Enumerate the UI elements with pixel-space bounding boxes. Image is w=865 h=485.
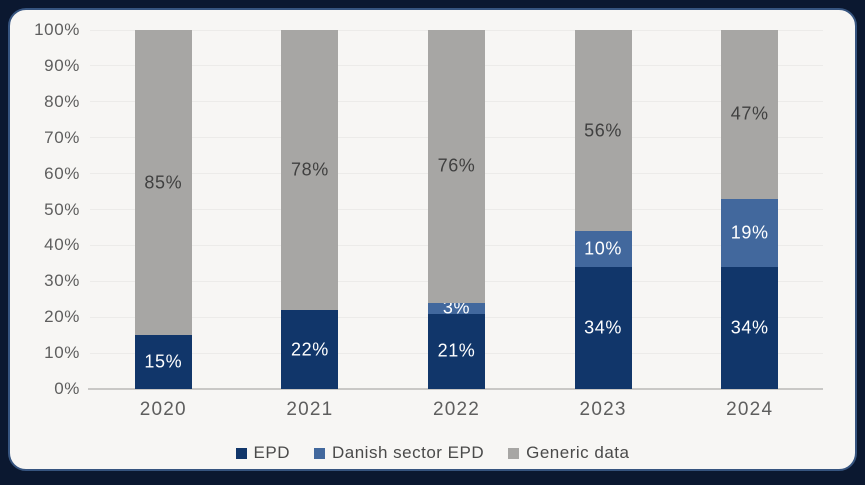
bar-data-label: 21%: [437, 340, 476, 361]
bar-data-label: 15%: [144, 351, 183, 372]
legend-item-generic-data: Generic data: [508, 443, 629, 463]
x-axis-label-2020: 2020: [139, 399, 187, 420]
bar-segment-generic-data-2022: 76%: [428, 30, 485, 303]
bar-segment-epd-2022: 21%: [428, 313, 485, 389]
y-axis-tick-label: 50%: [44, 199, 80, 219]
bar-segment-epd-2021: 22%: [281, 310, 339, 389]
y-axis-tick-label: 90%: [44, 55, 80, 75]
x-axis-label-2024: 2024: [726, 399, 774, 420]
legend-item-epd: EPD: [235, 443, 290, 463]
legend-item-danish-sector-epd: Danish sector EPD: [314, 443, 484, 463]
y-axis-tick-label: 10%: [44, 343, 80, 363]
y-axis-tick-label: 30%: [44, 271, 80, 291]
y-axis-tick-label: 0%: [54, 379, 80, 398]
legend-swatch-danish-sector-epd: [314, 447, 325, 459]
bar-segment-danish-sector-epd-2022: 3%: [428, 298, 485, 318]
bar-segment-epd-2020: 15%: [134, 335, 192, 389]
bar-segment-generic-data-2020: 85%: [134, 30, 192, 336]
bar-data-label: 47%: [730, 103, 769, 124]
x-axis-label-2022: 2022: [432, 399, 481, 420]
x-axis-line: [88, 388, 823, 390]
bar-data-label: 78%: [290, 159, 329, 180]
y-axis-tick-label: 40%: [44, 235, 80, 255]
x-axis-label-2021: 2021: [286, 399, 334, 420]
bar-data-label: 22%: [290, 339, 329, 359]
legend-label-danish-sector-epd: Danish sector EPD: [332, 443, 485, 462]
y-axis-tick-label: 20%: [44, 307, 80, 327]
legend-swatch-generic-data: [508, 447, 520, 459]
chart-legend: EPD Danish sector EPD Generic data: [0, 441, 865, 465]
bar-data-label: 19%: [730, 222, 769, 243]
x-axis-label-2023: 2023: [579, 399, 627, 420]
bar-data-label: 56%: [584, 120, 623, 141]
y-axis-tick-label: 60%: [44, 163, 80, 183]
bar-segment-danish-sector-epd-2024: 19%: [721, 198, 779, 267]
bar-segment-epd-2024: 34%: [721, 266, 779, 389]
bar-data-label: 76%: [437, 155, 476, 176]
legend-label-generic-data: Generic data: [526, 443, 630, 462]
y-axis-tick-label: 80%: [44, 91, 80, 111]
bar-data-label: 34%: [730, 317, 769, 338]
y-axis-tick-label: 70%: [44, 127, 80, 147]
bar-segment-danish-sector-epd-2023: 10%: [574, 231, 632, 267]
legend-label-epd: EPD: [253, 443, 290, 462]
legend-swatch-epd: [235, 447, 247, 459]
bar-segment-generic-data-2021: 78%: [281, 30, 339, 311]
y-axis-tick-label: 100%: [34, 20, 80, 39]
bar-segment-generic-data-2024: 47%: [721, 30, 779, 199]
bar-data-label: 85%: [144, 172, 183, 193]
bar-segment-epd-2023: 34%: [574, 266, 632, 389]
bar-segment-generic-data-2023: 56%: [574, 30, 632, 232]
bar-data-label: 10%: [584, 238, 623, 259]
bar-data-label: 34%: [584, 317, 623, 338]
